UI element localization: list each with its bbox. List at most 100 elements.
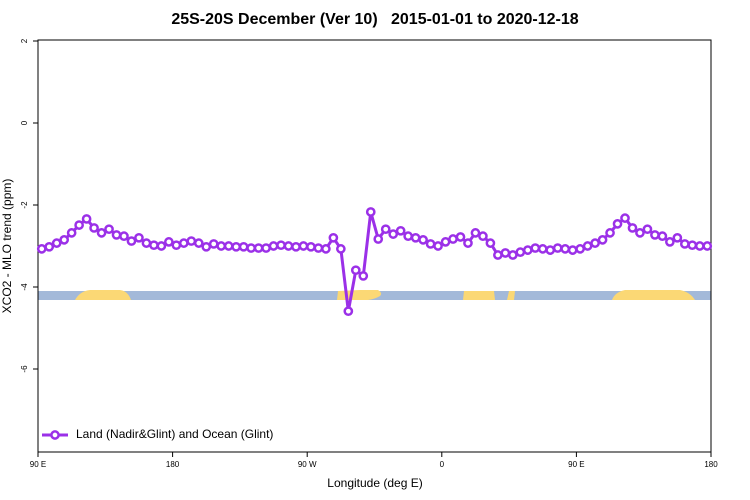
point — [164, 237, 174, 247]
point — [111, 230, 122, 240]
point — [373, 234, 384, 244]
point — [433, 241, 443, 251]
point — [223, 241, 234, 251]
point — [89, 223, 99, 233]
point — [590, 238, 600, 248]
point — [627, 223, 638, 233]
legend-label: Land (Nadir&Glint) and Ocean (Glint) — [76, 427, 273, 441]
x-tick-label: 90 W — [298, 460, 317, 469]
point — [687, 240, 698, 251]
point — [59, 235, 70, 245]
x-axis-label: Longitude (deg E) — [327, 476, 422, 490]
point — [156, 241, 167, 251]
point — [216, 241, 227, 251]
point — [515, 247, 526, 257]
x-tick-label: 180 — [704, 460, 718, 469]
point — [567, 245, 578, 255]
point — [141, 238, 152, 248]
point — [470, 228, 481, 238]
point — [410, 232, 421, 243]
point — [321, 244, 331, 254]
point — [343, 306, 354, 317]
y-tick-label: -2 — [20, 201, 29, 209]
point — [702, 241, 713, 251]
y-tick-label: 2 — [20, 38, 29, 43]
point — [403, 231, 413, 242]
point — [395, 225, 406, 236]
point — [253, 243, 264, 253]
x-tick-label: 180 — [166, 460, 180, 469]
point — [81, 214, 92, 224]
point — [679, 239, 690, 249]
point — [36, 244, 47, 254]
point — [126, 236, 137, 246]
point — [96, 228, 107, 238]
point — [418, 235, 428, 245]
point — [171, 240, 182, 251]
point — [193, 238, 204, 248]
point — [298, 241, 309, 251]
point — [635, 228, 645, 238]
point — [507, 250, 518, 260]
land-ocean-strip — [38, 290, 711, 300]
point — [448, 234, 458, 244]
point — [560, 244, 571, 254]
point — [650, 230, 660, 240]
point — [328, 232, 339, 243]
point — [313, 243, 324, 253]
point — [552, 243, 563, 253]
point — [119, 231, 129, 242]
point — [104, 224, 114, 235]
plot-frame — [37, 39, 712, 453]
point — [672, 232, 683, 243]
point — [612, 219, 623, 229]
point — [268, 241, 279, 251]
point — [582, 241, 593, 251]
point — [74, 220, 84, 230]
point — [597, 235, 608, 245]
y-tick-label: 0 — [20, 120, 29, 125]
point — [694, 241, 705, 251]
point — [545, 245, 556, 255]
point — [149, 240, 159, 251]
point — [665, 237, 675, 247]
point — [575, 244, 585, 254]
point — [425, 239, 436, 249]
point — [455, 232, 466, 242]
point — [238, 241, 249, 252]
point — [44, 241, 55, 252]
point — [537, 244, 548, 254]
point — [620, 213, 630, 223]
y-tick-label: -4 — [20, 283, 29, 291]
point — [134, 232, 144, 243]
point — [186, 236, 197, 246]
point — [178, 238, 189, 248]
point — [306, 241, 316, 252]
point — [522, 245, 533, 255]
x-tick-label: 90 E — [568, 460, 584, 469]
point — [66, 228, 77, 238]
point — [283, 241, 294, 251]
point — [51, 238, 62, 248]
chart-title: 25S-20S December (Ver 10) 2015-01-01 to … — [171, 11, 578, 28]
point — [201, 241, 212, 252]
point — [261, 243, 271, 253]
x-tick-label: 0 — [440, 460, 445, 469]
point — [231, 241, 242, 252]
point — [530, 243, 541, 253]
point — [208, 239, 219, 249]
point — [291, 241, 301, 252]
legend-marker — [50, 430, 60, 440]
point — [657, 231, 668, 242]
point — [350, 265, 361, 276]
point — [605, 228, 615, 238]
point — [500, 248, 511, 258]
point — [485, 238, 496, 248]
point — [493, 250, 503, 260]
point — [246, 243, 256, 253]
point — [276, 240, 286, 251]
point — [388, 229, 399, 239]
point — [336, 244, 346, 254]
point — [440, 237, 451, 247]
